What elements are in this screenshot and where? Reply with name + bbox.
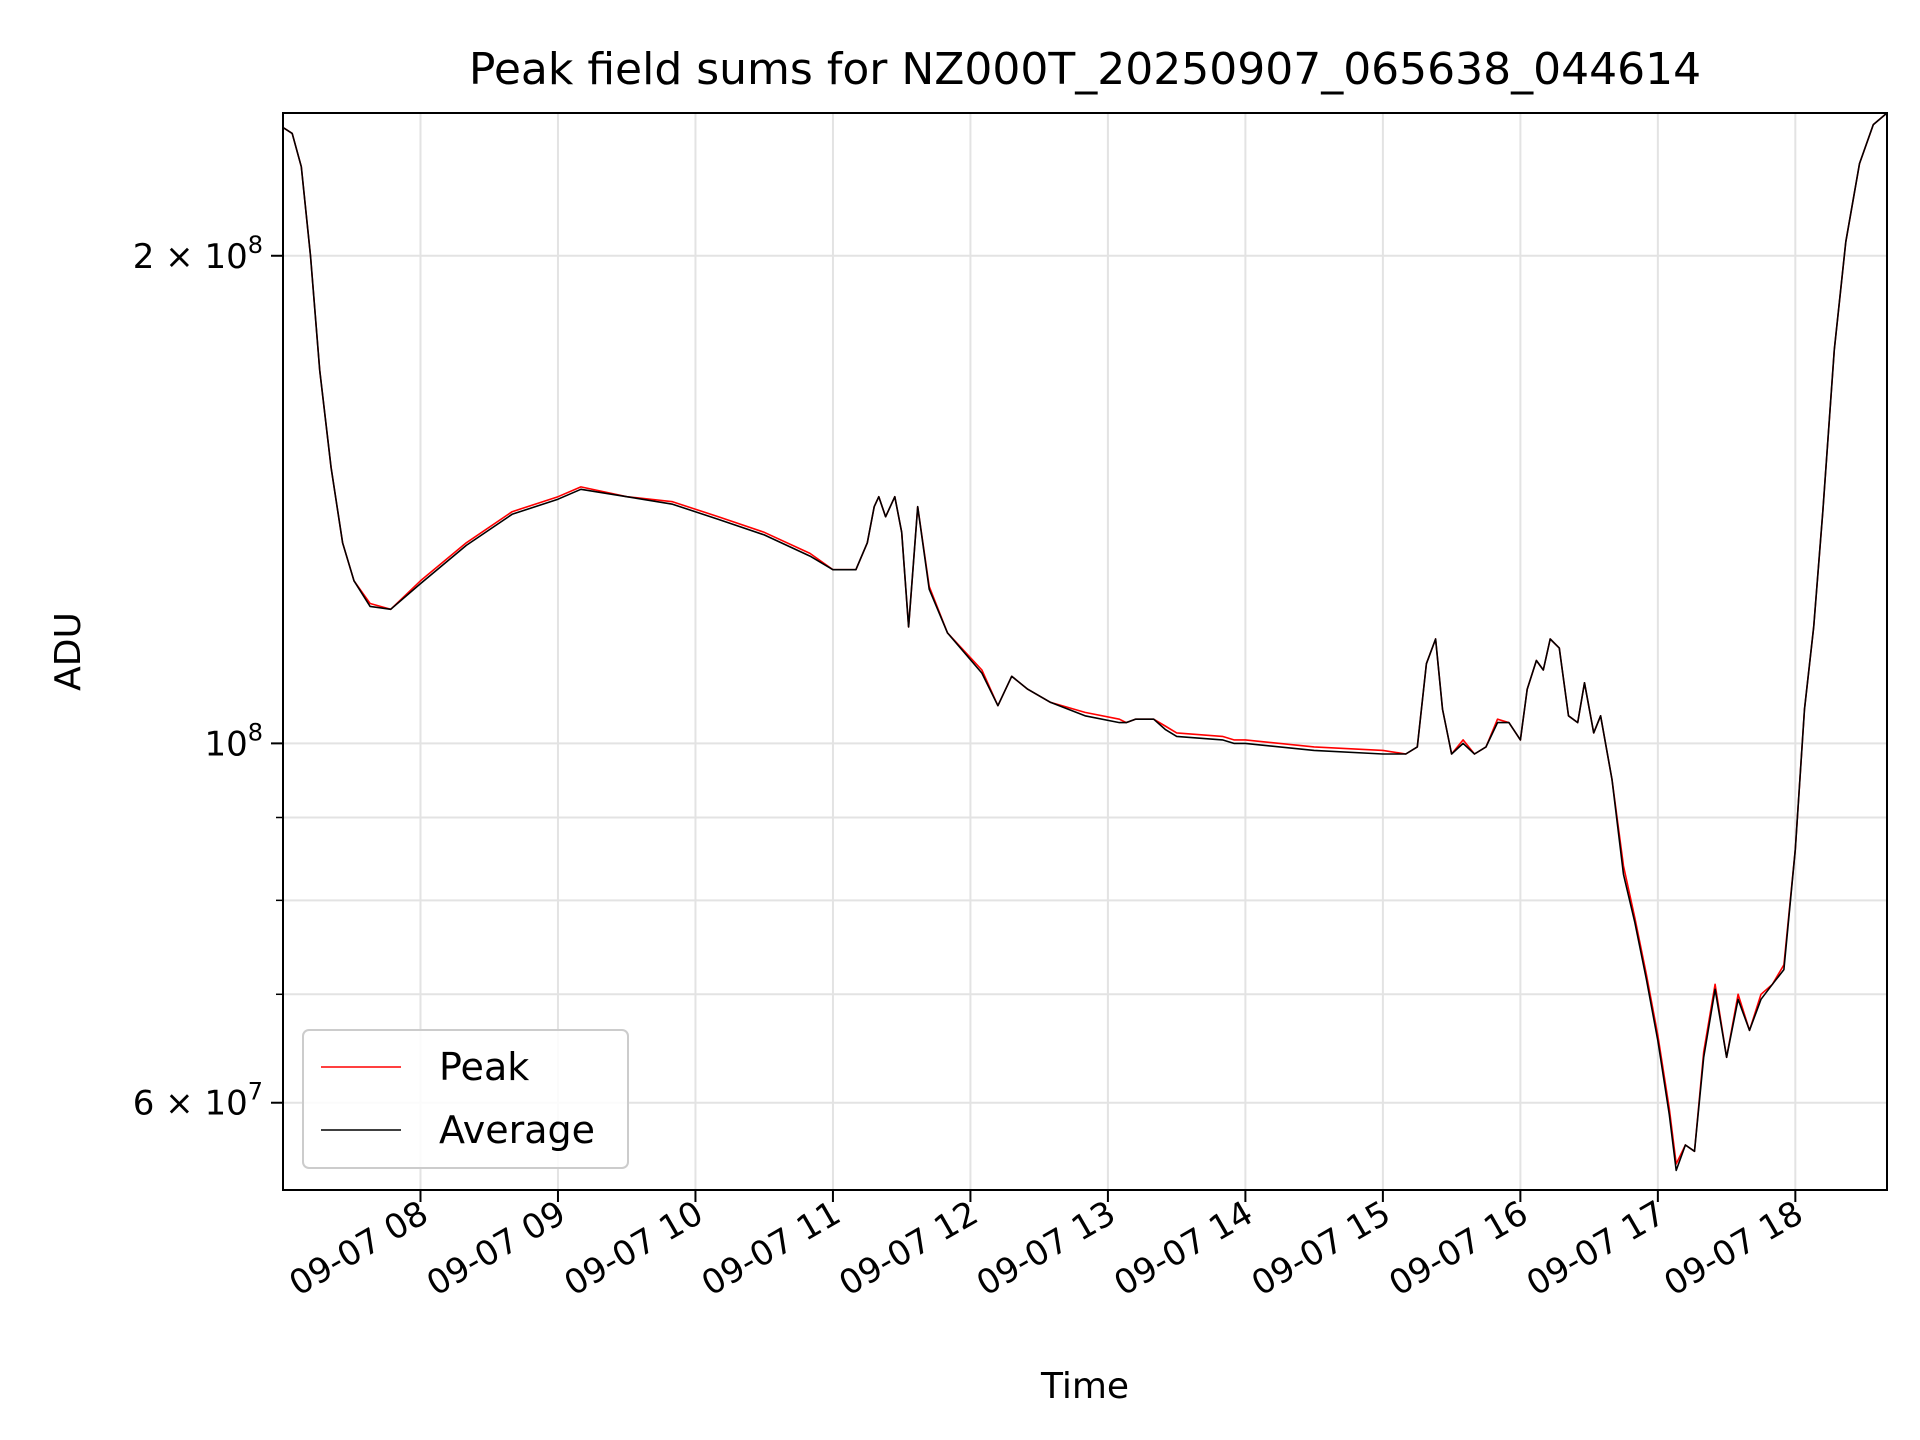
legend-label-peak: Peak xyxy=(439,1045,529,1089)
series-line-peak xyxy=(282,112,1888,1165)
y-tick-label: 2 × 108 xyxy=(133,231,263,277)
legend: Peak Average xyxy=(302,1029,629,1169)
legend-box xyxy=(302,1029,629,1169)
legend-label-average: Average xyxy=(439,1108,595,1152)
series-line-average xyxy=(282,112,1888,1172)
x-axis-label: Time xyxy=(1040,1366,1129,1407)
grid xyxy=(283,113,1887,1190)
chart-title: Peak field sums for NZ000T_20250907_0656… xyxy=(469,44,1701,95)
y-tick-label: 6 × 107 xyxy=(133,1078,263,1124)
y-tick-label: 108 xyxy=(204,718,263,764)
plot-frame xyxy=(282,112,1888,1191)
series-lines xyxy=(282,112,1888,1172)
y-axis-label: ADU xyxy=(48,612,89,691)
